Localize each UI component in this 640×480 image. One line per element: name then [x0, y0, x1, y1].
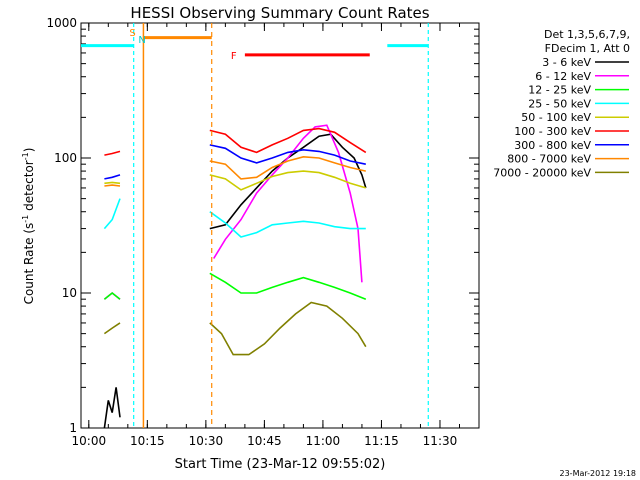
y-tick-label: 1: [69, 421, 77, 435]
series-line-3-1: [209, 211, 366, 238]
x-tick-label: 10:45: [247, 434, 282, 448]
legend-label-3: 25 - 50 keV: [528, 97, 591, 110]
legend-label-2: 12 - 25 keV: [528, 84, 591, 97]
flags-layer: SN F: [81, 23, 429, 428]
legend-label-6: 300 - 800 keV: [514, 139, 591, 152]
y-axis-label-sup2: -1: [21, 152, 30, 160]
legend-label-5: 100 - 300 keV: [514, 125, 591, 138]
x-tick-label: 10:30: [189, 434, 224, 448]
x-tick-label: 10:15: [130, 434, 165, 448]
series-line-4-1: [209, 170, 367, 191]
y-axis-label-end: ): [22, 148, 36, 153]
y-axis-label: Count Rate (s-1 detector-1): [21, 148, 36, 305]
legend-label-4: 50 - 100 keV: [521, 111, 591, 124]
series-line-6-1: [209, 144, 366, 165]
legend-header-2: FDecim 1, Att 0: [545, 42, 630, 55]
series-line-5-0: [104, 150, 121, 156]
series-line-3-0: [103, 198, 121, 230]
y-axis-label-main: Count Rate (s: [22, 223, 36, 305]
series-line-8-0: [103, 322, 121, 335]
night-label: N: [138, 35, 145, 46]
y-tick-label: 10: [62, 286, 77, 300]
series-line-7-1: [209, 155, 366, 180]
x-axis-label: Start Time (23-Mar-12 09:55:02): [175, 457, 386, 472]
legend-label-0: 3 - 6 keV: [542, 56, 591, 69]
y-tick-label: 1000: [46, 16, 77, 30]
x-tick-label: 10:00: [72, 434, 107, 448]
series-line-8-1: [209, 301, 367, 356]
series-line-1-1: [213, 124, 363, 283]
legend-label-7: 800 - 7000 keV: [507, 153, 591, 166]
x-tick-label: 11:30: [423, 434, 458, 448]
series-line-6-0: [104, 174, 121, 180]
y-axis: 1 10 100 1000: [46, 16, 479, 435]
series-line-0-0: [103, 387, 121, 429]
x-tick-label: 11:15: [364, 434, 399, 448]
x-tick-label: 11:00: [306, 434, 341, 448]
series-line-0-1: [209, 133, 367, 230]
legend-label-8: 7000 - 20000 keV: [493, 166, 591, 179]
legend-header-1: Det 1,3,5,6,7,9,: [544, 28, 630, 41]
flare-label: F: [231, 51, 237, 62]
series-layer: [103, 124, 367, 429]
saa-label: S: [129, 28, 135, 39]
legend-label-1: 6 - 12 keV: [535, 70, 591, 83]
plot-frame: [80, 22, 480, 429]
y-axis-label-sup1: -1: [21, 215, 30, 223]
series-line-4-0: [104, 181, 121, 185]
series-line-5-1: [209, 127, 367, 154]
y-tick-label: 100: [54, 151, 77, 165]
series-line-2-0: [103, 291, 121, 300]
footer-date: 23-Mar-2012 19:18: [560, 469, 637, 478]
legend: Det 1,3,5,6,7,9, FDecim 1, Att 0 3 - 6 k…: [493, 28, 630, 179]
chart-title: HESSI Observing Summary Count Rates: [130, 4, 429, 22]
series-line-2-1: [209, 272, 367, 300]
y-axis-label-mid: detector: [22, 160, 36, 215]
x-axis: 10:00 10:15 10:30 10:45 11:00 11:15 11:30: [72, 23, 480, 448]
series-line-7-0: [104, 184, 121, 187]
